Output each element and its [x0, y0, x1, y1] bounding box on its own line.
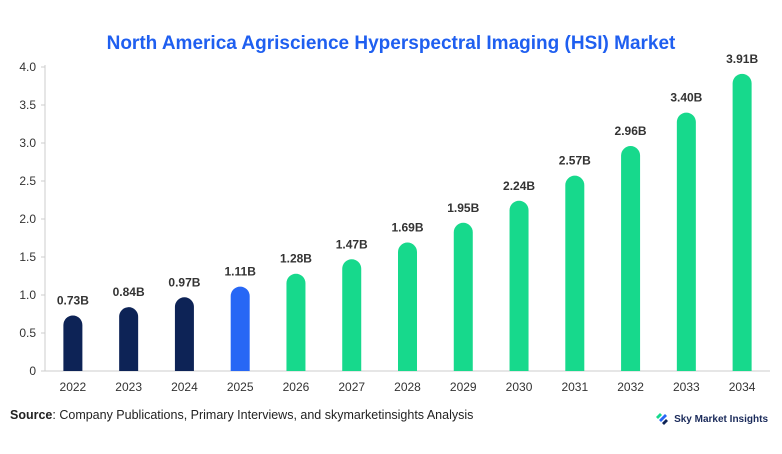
- y-tick-label: 0: [29, 364, 36, 378]
- data-label-2033: 3.40B: [670, 91, 702, 105]
- data-label-2022: 0.73B: [57, 294, 89, 308]
- chart-bars: [63, 73, 752, 372]
- data-label-2032: 2.96B: [615, 124, 647, 138]
- brand-logo: Sky Market Insights: [654, 411, 768, 427]
- bar-2026: [286, 273, 306, 371]
- x-tick-label-2032: 2032: [617, 380, 644, 394]
- y-tick-label: 3.0: [19, 136, 36, 150]
- bar-2024: [174, 297, 194, 371]
- bar-2022: [63, 315, 83, 371]
- y-tick-label: 1.0: [19, 288, 36, 302]
- x-tick-label-2024: 2024: [171, 380, 198, 394]
- x-tick-label-2033: 2033: [673, 380, 700, 394]
- x-tick-label-2026: 2026: [283, 380, 310, 394]
- y-tick-label: 0.5: [19, 326, 36, 340]
- bar-2029: [453, 222, 473, 371]
- x-tick-label-2030: 2030: [506, 380, 533, 394]
- x-tick-label-2022: 2022: [60, 380, 87, 394]
- data-label-2029: 1.95B: [447, 201, 479, 215]
- brand-name: Sky Market Insights: [674, 413, 768, 425]
- data-label-2026: 1.28B: [280, 252, 312, 266]
- y-tick-label: 4.0: [19, 60, 36, 74]
- bar-2025: [230, 286, 250, 371]
- data-label-2028: 1.69B: [391, 221, 423, 235]
- sky-market-insights-logo-icon: [656, 413, 669, 425]
- x-tick-label-2027: 2027: [338, 380, 365, 394]
- bar-2032: [621, 146, 641, 371]
- bar-2030: [509, 200, 529, 371]
- y-tick-label: 2.0: [19, 212, 36, 226]
- chart-axes: 0 0.5 1.0 1.5 2.0 2.5 3.0 3.5 4.0 2022 2023 2024 202…: [19, 60, 770, 394]
- bar-2023: [119, 307, 139, 371]
- source-label: Source: [10, 408, 53, 422]
- y-tick-label: 1.5: [19, 250, 36, 264]
- x-tick-label-2028: 2028: [394, 380, 421, 394]
- bar-2027: [342, 259, 362, 371]
- data-label-2031: 2.57B: [559, 154, 591, 168]
- bar-2031: [565, 175, 585, 371]
- data-label-2030: 2.24B: [503, 179, 535, 193]
- data-label-2034: 3.91B: [726, 52, 758, 66]
- x-tick-label-2034: 2034: [729, 380, 756, 394]
- chart-data-labels: 0.73B 0.84B 0.97B 1.11B 1.28B 1.47B 1.69B 1.95B…: [57, 52, 759, 308]
- y-tick-label: 2.5: [19, 174, 36, 188]
- data-label-2025: 1.11B: [225, 265, 257, 279]
- chart-title: North America Agriscience Hyperspectral …: [106, 33, 676, 54]
- x-tick-label-2031: 2031: [561, 380, 588, 394]
- source-note: Source: Company Publications, Primary In…: [10, 408, 473, 422]
- data-label-2027: 1.47B: [336, 237, 368, 251]
- bar-2028: [398, 242, 417, 371]
- bar-2033: [676, 112, 696, 371]
- y-tick-label: 3.5: [19, 98, 36, 112]
- data-label-2023: 0.84B: [113, 285, 145, 299]
- x-tick-label-2029: 2029: [450, 380, 477, 394]
- x-tick-label-2023: 2023: [115, 380, 142, 394]
- x-tick-label-2025: 2025: [227, 380, 254, 394]
- source-text: : Company Publications, Primary Intervie…: [52, 408, 474, 422]
- bar-2034: [732, 73, 752, 372]
- data-label-2024: 0.97B: [168, 275, 200, 289]
